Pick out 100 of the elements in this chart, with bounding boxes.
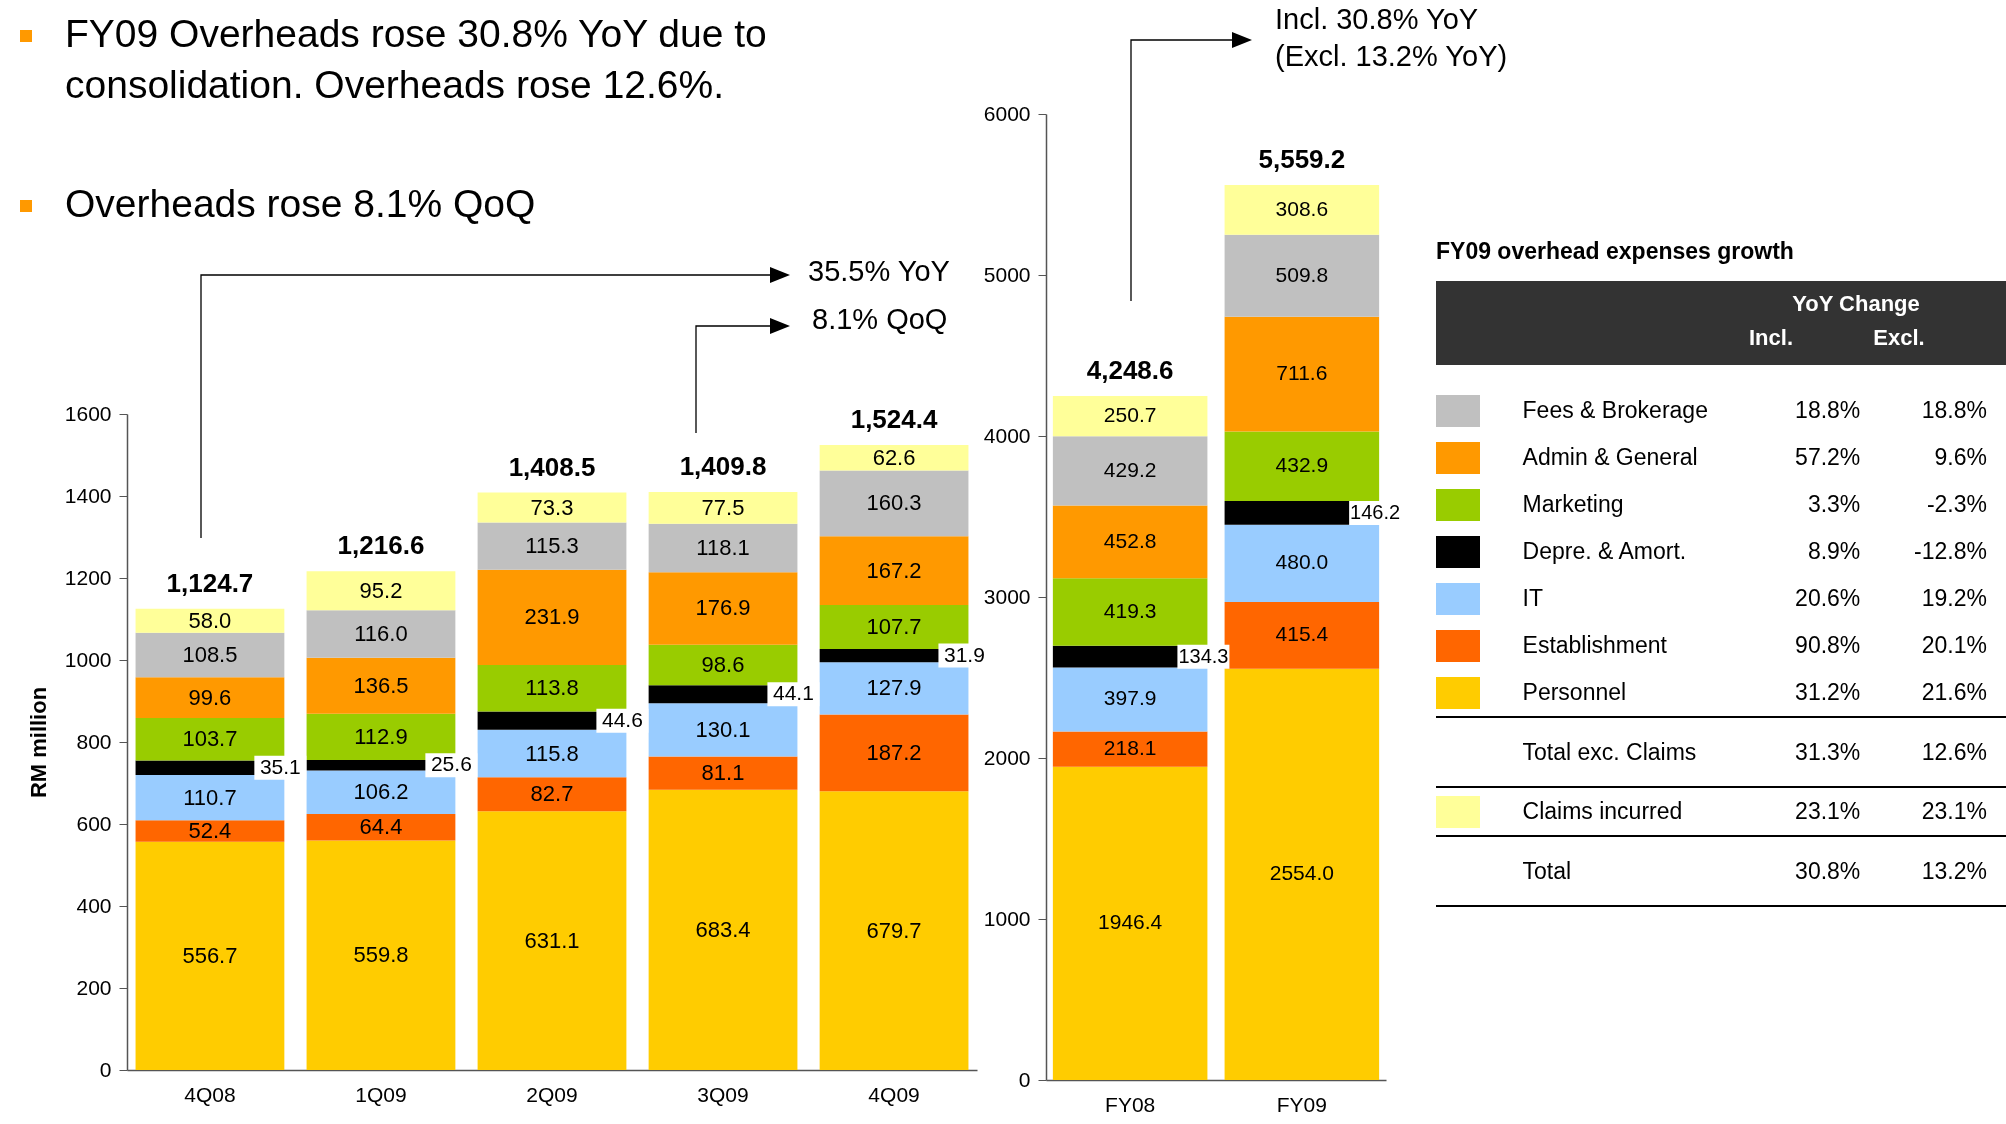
y-tick-label: 1200 — [64, 565, 112, 589]
data-label: 108.5 — [182, 641, 238, 667]
y-tick-label: 200 — [76, 975, 112, 999]
data-label: 415.4 — [1275, 622, 1329, 646]
y-tick-label: 5000 — [983, 262, 1031, 286]
annotation: 4,248.6 — [1086, 354, 1174, 385]
data-label: 250.7 — [1103, 403, 1157, 427]
data-label: 44.1 — [772, 681, 814, 705]
x-tick-label: 1Q09 — [355, 1082, 407, 1106]
data-label: 31.3% — [1794, 737, 1861, 767]
total-label: 1,524.4 — [850, 403, 938, 434]
data-label: 58.0 — [188, 607, 232, 633]
y-tick-label: 800 — [76, 729, 112, 753]
total-label: 1,409.8 — [679, 450, 767, 481]
text: Incl. 30.8% YoY — [1275, 3, 1479, 36]
data-label: 559.8 — [353, 942, 409, 968]
x-tick-label: FY08 — [1105, 1092, 1156, 1116]
data-label: 35.1 — [259, 754, 301, 778]
y-tick-label: 2000 — [983, 745, 1031, 769]
data-label: 160.3 — [866, 490, 922, 516]
y-tick-label: 3000 — [983, 584, 1031, 608]
x-tick-label: 3Q09 — [697, 1082, 749, 1106]
data-label: 18.8% — [1920, 396, 1987, 425]
y-axis-title: RM million — [25, 686, 51, 799]
data-label: 106.2 — [353, 779, 409, 805]
legend-title: YoY Change — [1791, 291, 1921, 317]
text: FY09 overhead expenses growth — [1436, 238, 1795, 265]
data-label: 556.7 — [182, 942, 238, 968]
data-label: 115.3 — [525, 533, 579, 559]
category-label: Admin & General — [1522, 443, 1699, 472]
data-label: 31.2% — [1794, 678, 1861, 707]
y-tick-label: 400 — [76, 893, 112, 917]
data-label: 118.1 — [696, 534, 750, 560]
data-label: 13.2% — [1920, 856, 1987, 886]
y-tick-label: 1000 — [64, 647, 112, 671]
data-label: 77.5 — [701, 494, 745, 520]
data-label: 429.2 — [1103, 457, 1157, 481]
data-label: 103.7 — [182, 726, 238, 752]
total-label: 1,124.7 — [166, 567, 254, 598]
x-tick-label: 4Q09 — [868, 1082, 920, 1106]
x-tick-label: 2Q09 — [526, 1082, 578, 1106]
data-label: 23.1% — [1794, 797, 1861, 826]
text: Overheads rose 8.1% QoQ — [65, 181, 537, 227]
data-label: 90.8% — [1794, 631, 1861, 660]
text: Incl. — [1748, 325, 1794, 351]
data-label: 62.6 — [872, 444, 916, 470]
data-label: 64.4 — [359, 814, 403, 840]
total-label: 1,408.5 — [508, 451, 596, 482]
data-label: 480.0 — [1275, 550, 1329, 574]
category-label: Depre. & Amort. — [1522, 537, 1688, 566]
data-label: 631.1 — [524, 927, 580, 953]
data-label: 176.9 — [695, 595, 751, 621]
y-tick-label: 1000 — [983, 906, 1031, 930]
data-label: 73.3 — [530, 494, 574, 520]
category-label: Total — [1522, 856, 1573, 886]
data-label: 81.1 — [701, 760, 745, 786]
y-tick-label: 1600 — [64, 401, 112, 425]
data-label: 2554.0 — [1269, 861, 1334, 885]
y-tick-label: 600 — [76, 811, 112, 835]
text: Excl. — [1872, 325, 1926, 351]
data-label: 432.9 — [1275, 453, 1329, 477]
data-label: 711.6 — [1276, 361, 1328, 385]
data-label: 116.0 — [354, 621, 408, 647]
data-label: -12.8% — [1913, 537, 1987, 566]
data-label: 30.8% — [1794, 856, 1861, 886]
data-label: 99.6 — [188, 684, 232, 710]
annotation: 5,559.2 — [1258, 144, 1346, 175]
data-label: 167.2 — [866, 557, 922, 583]
y-tick-label: 6000 — [983, 101, 1031, 125]
data-label: 509.8 — [1275, 262, 1329, 286]
data-label: 110.7 — [183, 784, 237, 810]
data-label: 98.6 — [701, 651, 745, 677]
category-label: IT — [1522, 584, 1544, 613]
category-label: Marketing — [1522, 490, 1625, 519]
data-label: -2.3% — [1925, 490, 1987, 519]
data-label: 44.6 — [601, 707, 643, 731]
data-label: 308.6 — [1275, 196, 1329, 220]
data-label: 23.1% — [1920, 797, 1987, 826]
data-label: 9.6% — [1933, 443, 1987, 472]
data-label: 679.7 — [866, 917, 922, 943]
data-label: 57.2% — [1794, 443, 1861, 472]
data-label: 3.3% — [1806, 490, 1861, 519]
data-label: 12.6% — [1920, 737, 1987, 767]
total-label: 1,216.6 — [337, 530, 425, 561]
data-label: 25.6 — [430, 752, 472, 776]
data-label: 31.9 — [944, 642, 985, 666]
data-label: 127.9 — [866, 675, 922, 701]
x-tick-label: FY09 — [1276, 1092, 1327, 1116]
data-label: 8.9% — [1806, 537, 1861, 566]
data-label: 452.8 — [1103, 528, 1157, 552]
data-label: 1946.4 — [1098, 910, 1163, 934]
text: 35.5% YoY — [808, 255, 950, 288]
data-label: 20.6% — [1794, 584, 1861, 613]
text: 8.1% QoQ — [812, 303, 948, 336]
data-label: 20.1% — [1920, 631, 1987, 660]
category-label: Claims incurred — [1522, 797, 1684, 826]
data-label: 18.8% — [1794, 396, 1861, 425]
data-label: 113.8 — [525, 675, 579, 701]
data-label: 82.7 — [530, 781, 574, 807]
data-label: 397.9 — [1103, 686, 1157, 710]
